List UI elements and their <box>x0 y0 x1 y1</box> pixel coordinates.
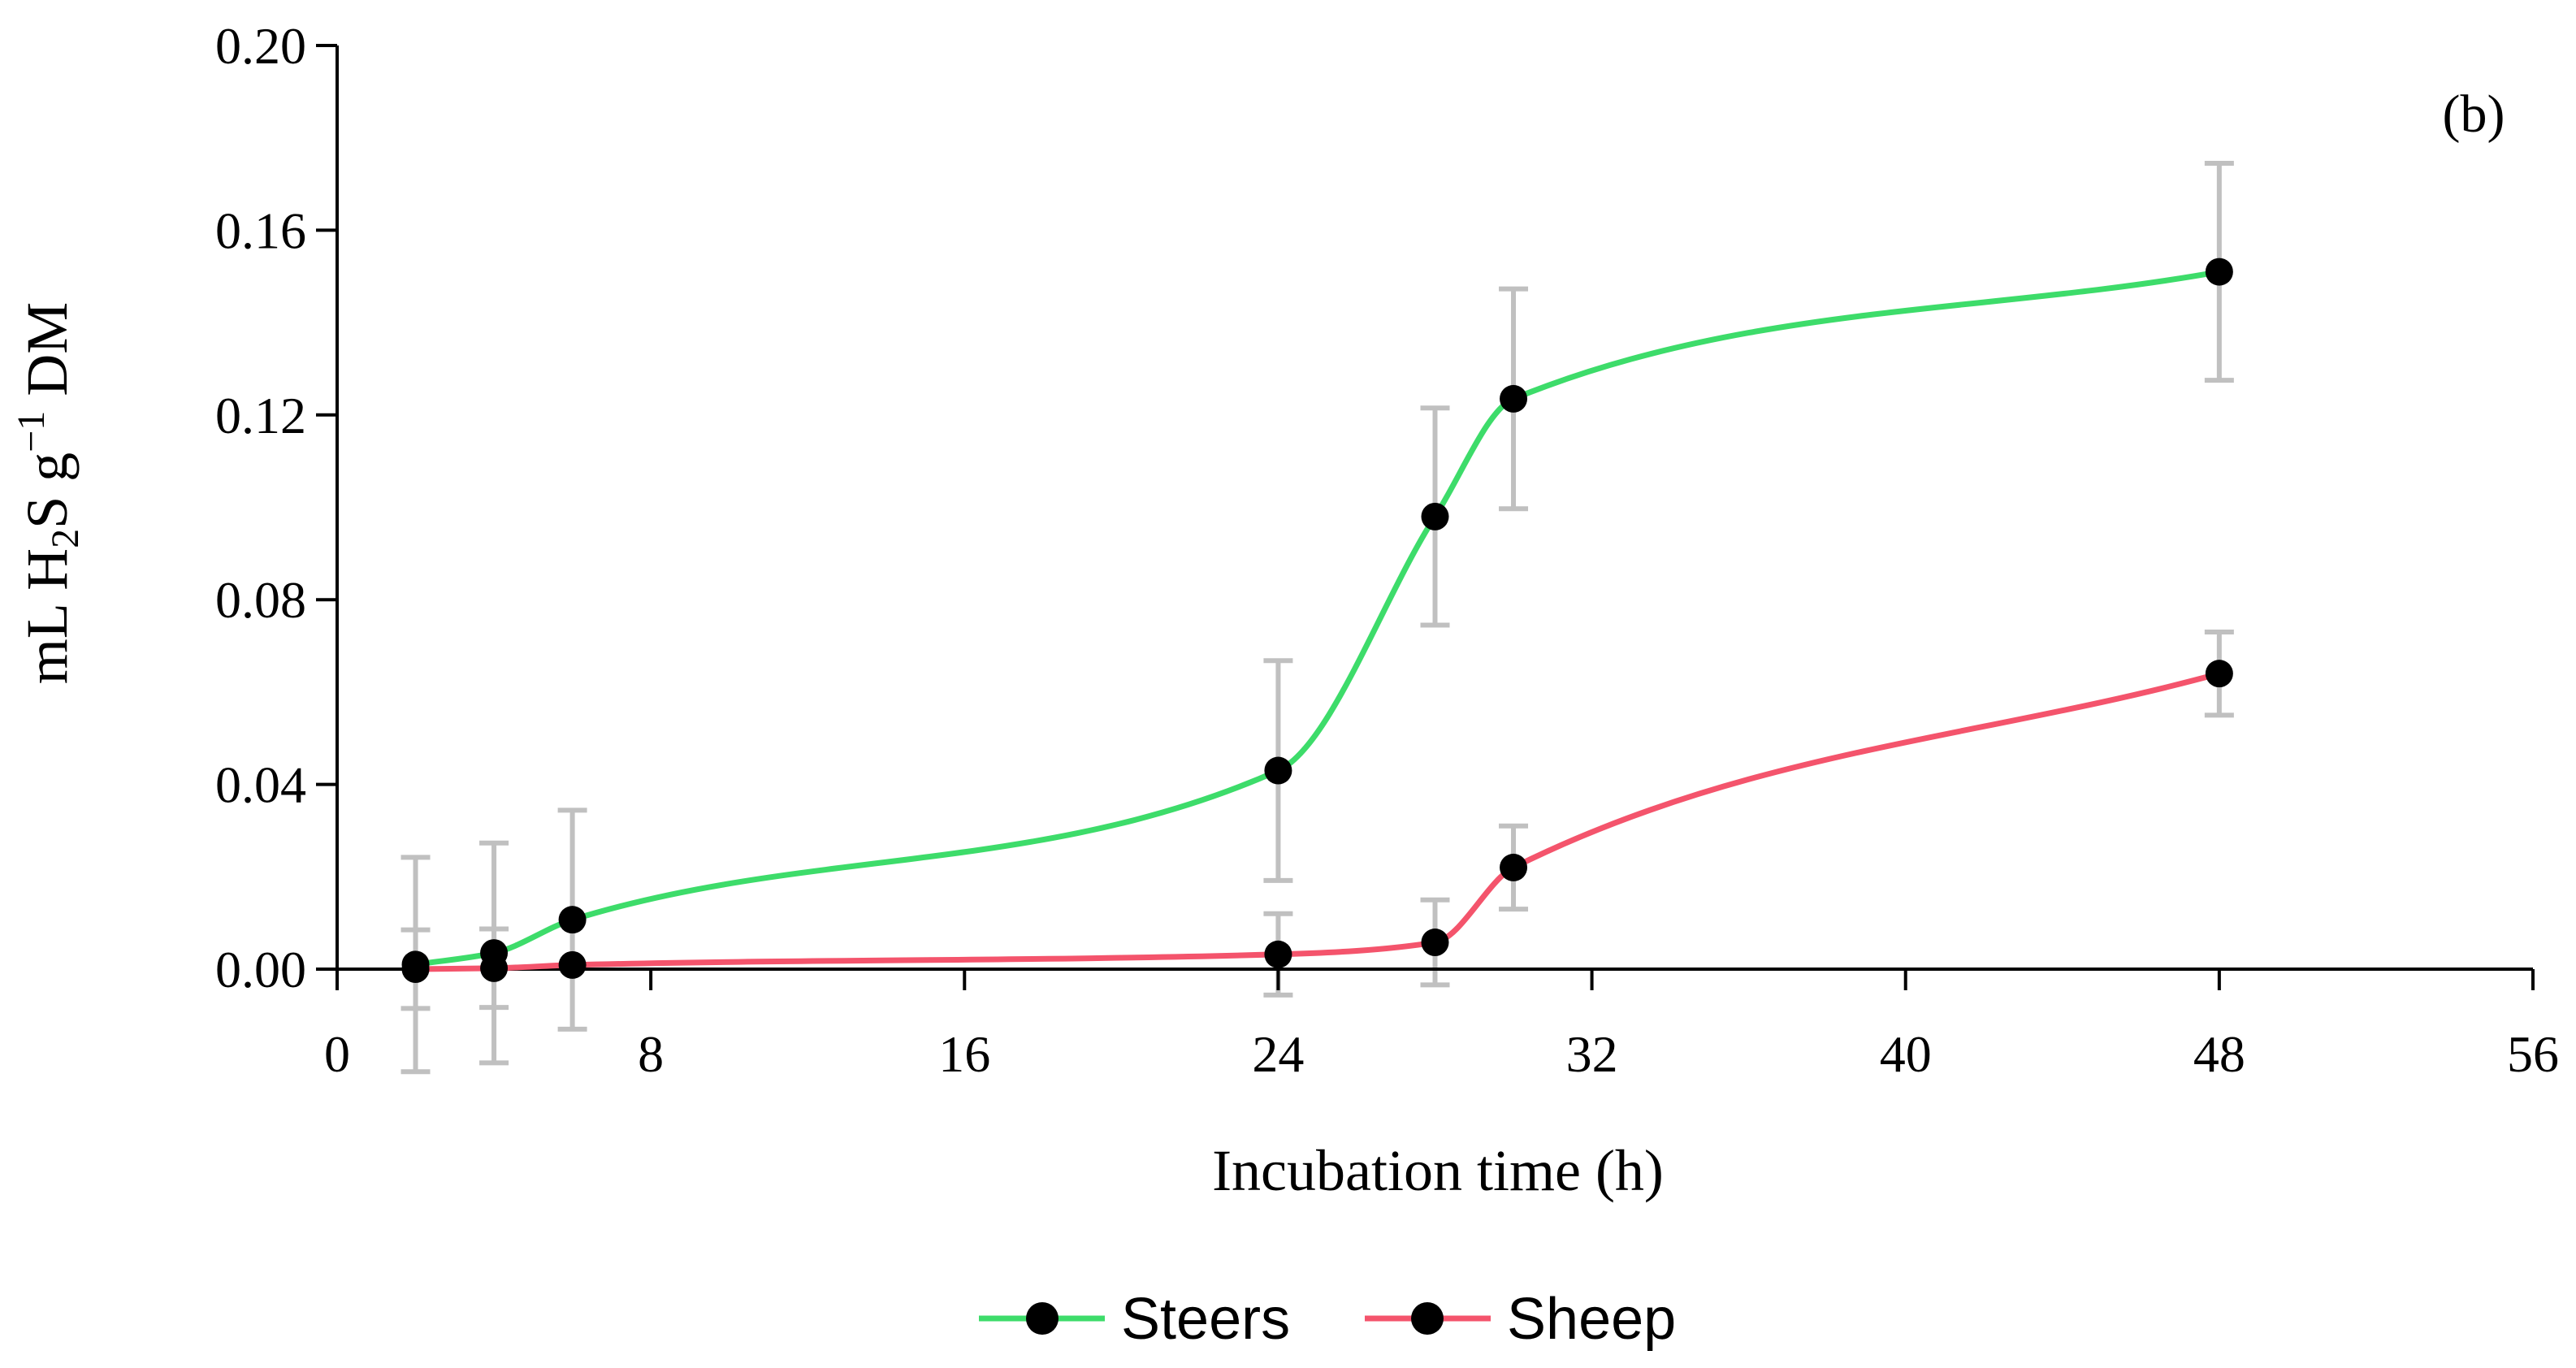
data-point-sheep <box>401 955 430 983</box>
y-tick-label: 0.12 <box>215 387 306 444</box>
y-axis-title-superscript: −1 <box>10 411 53 452</box>
legend-marker-steers <box>1026 1302 1059 1335</box>
panel-label: (b) <box>2443 84 2505 144</box>
legend: Steers Sheep <box>979 1287 1676 1352</box>
data-point-steers <box>558 906 587 934</box>
data-point-steers <box>1421 502 1449 530</box>
x-tick-label: 24 <box>1252 1025 1304 1083</box>
y-tick-label: 0.16 <box>215 201 306 259</box>
y-tick-label: 0.00 <box>215 941 306 998</box>
legend-item-steers: Steers <box>979 1287 1290 1352</box>
tick-labels: 0.00 0.04 0.08 0.12 0.16 0.20 0 8 16 24 32 40 48 56 <box>215 17 2559 1083</box>
x-tick-label: 8 <box>638 1025 664 1083</box>
data-point-steers <box>1500 384 1528 413</box>
x-tick-label: 40 <box>1880 1025 1932 1083</box>
y-axis-title-prefix: mL H <box>15 548 80 684</box>
legend-item-sheep: Sheep <box>1365 1287 1676 1352</box>
data-point-sheep <box>558 950 587 979</box>
error-bars <box>400 160 2234 1075</box>
series-line-sheep <box>415 670 2220 972</box>
x-tick-label: 48 <box>2193 1025 2245 1083</box>
data-point-steers <box>1264 756 1292 785</box>
y-axis-title-mid: S g <box>15 452 80 529</box>
x-tick-label: 0 <box>324 1025 350 1083</box>
y-tick-label: 0.04 <box>215 756 306 814</box>
y-axis-title: mL H2S g−1 DM <box>10 302 87 684</box>
y-tick-label: 0.20 <box>215 17 306 75</box>
legend-label-steers: Steers <box>1121 1287 1290 1352</box>
y-axis-title-suffix: DM <box>15 302 80 411</box>
x-tick-label: 56 <box>2507 1025 2559 1083</box>
data-point-sheep <box>480 954 509 982</box>
legend-label-sheep: Sheep <box>1507 1287 1676 1352</box>
data-point-sheep <box>1421 929 1449 957</box>
data-point-steers <box>2205 258 2233 286</box>
y-axis-title-subscript: 2 <box>44 529 87 548</box>
series-lines <box>415 269 2220 972</box>
data-point-sheep <box>1264 940 1292 968</box>
data-point-sheep <box>1500 853 1528 881</box>
x-tick-label: 16 <box>938 1025 990 1083</box>
x-axis-title: Incubation time (h) <box>1212 1138 1664 1203</box>
series-line-steers <box>415 269 2220 968</box>
data-point-sheep <box>2205 660 2233 688</box>
series-markers <box>401 258 2233 983</box>
axes <box>316 44 2535 990</box>
x-tick-label: 32 <box>1566 1025 1618 1083</box>
y-tick-label: 0.08 <box>215 571 306 629</box>
legend-marker-sheep <box>1411 1302 1444 1335</box>
